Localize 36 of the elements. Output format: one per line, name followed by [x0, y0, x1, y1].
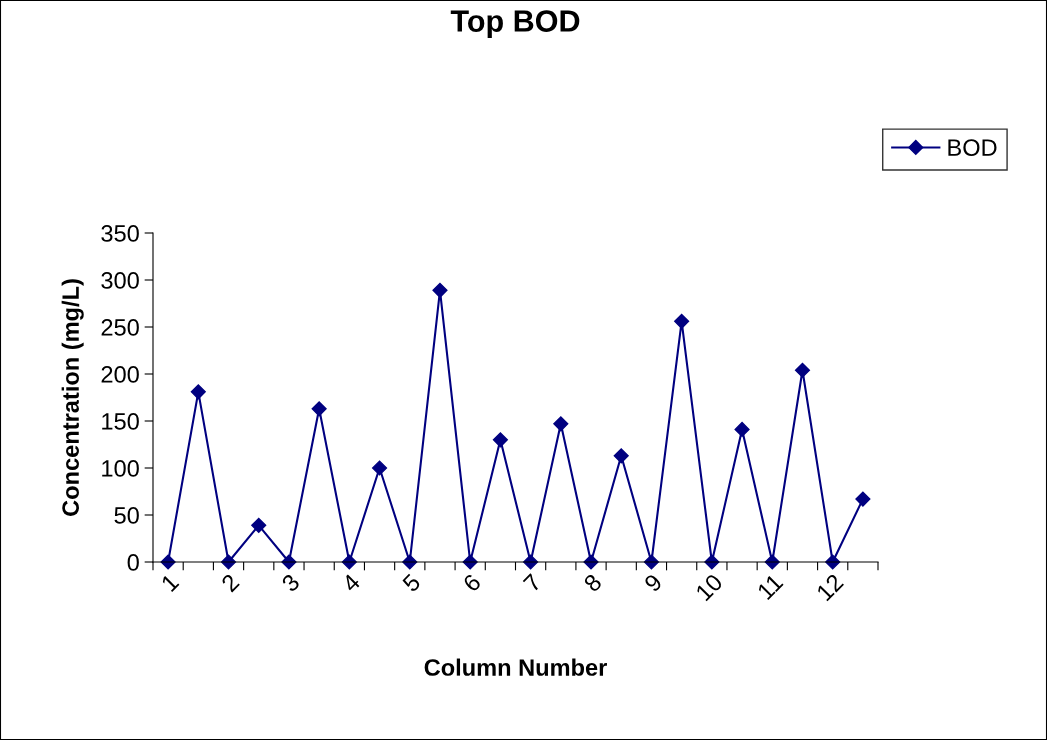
x-tick-label: 6 [462, 573, 482, 593]
x-tick-label: 12 [815, 573, 844, 602]
x-tick-label: 4 [341, 572, 361, 593]
point [855, 491, 871, 507]
y-tick-label: 0 [127, 554, 139, 571]
y-tick-label: 100 [102, 460, 139, 477]
y-tick-label: 150 [102, 413, 139, 430]
x-tick-label: 3 [280, 573, 301, 593]
point [371, 460, 388, 476]
x-tick-label: 11 [756, 573, 784, 601]
point [553, 416, 569, 432]
point [492, 432, 508, 448]
x-tick-label: 1 [160, 573, 180, 592]
x-axis-title: Column Number [424, 658, 607, 676]
x-tick-label: 5 [401, 573, 422, 593]
point [674, 313, 690, 329]
x-tick-label: 9 [643, 573, 663, 593]
point [311, 401, 327, 417]
point [613, 448, 629, 464]
point [794, 362, 811, 378]
x-tick-label: 10 [695, 572, 724, 602]
legend-label: BOD [948, 139, 997, 156]
x-tick-label: 2 [220, 573, 240, 593]
y-tick-label: 250 [101, 319, 139, 336]
chart-title: Top BOD [450, 10, 580, 38]
y-tick-label: 300 [101, 272, 139, 289]
x-tick-label: 7 [522, 573, 542, 593]
y-axis-title: Concentration (mg/L) [61, 279, 84, 516]
x-tick-label: 8 [582, 573, 603, 593]
y-tick-label: 50 [114, 507, 139, 524]
point [251, 517, 267, 533]
point [432, 282, 448, 298]
y-tick-label: 200 [101, 366, 139, 383]
point [734, 421, 750, 438]
point [190, 384, 206, 400]
y-tick-label: 350 [101, 225, 139, 242]
